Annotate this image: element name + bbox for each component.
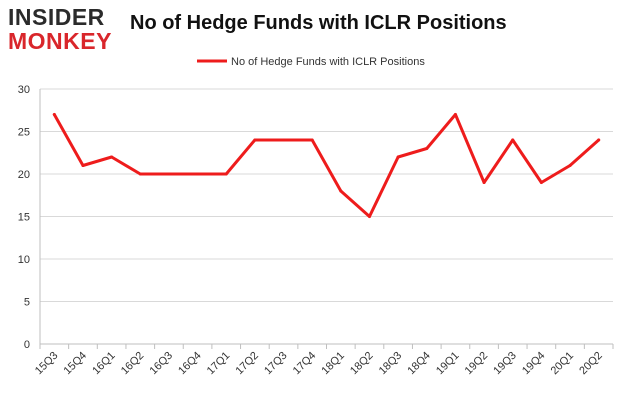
data-point (539, 181, 543, 184)
data-point (196, 172, 200, 176)
y-tick-label: 30 (18, 84, 30, 96)
x-tick-label: 16Q1 (90, 350, 118, 378)
data-point (482, 181, 486, 184)
x-tick-label: 18Q1 (319, 350, 347, 378)
x-tick-label: 17Q3 (262, 350, 290, 378)
y-tick-label: 0 (24, 339, 30, 351)
data-point (224, 172, 228, 176)
x-tick-label: 16Q2 (119, 350, 147, 378)
x-tick-label: 20Q2 (577, 350, 605, 378)
y-tick-label: 10 (18, 254, 30, 266)
data-point (138, 172, 142, 176)
x-tick-label: 17Q4 (291, 350, 319, 378)
chart-title: No of Hedge Funds with ICLR Positions (130, 12, 507, 34)
y-tick-label: 5 (24, 297, 30, 309)
legend: No of Hedge Funds with ICLR Positions (197, 56, 425, 68)
x-tick-label: 19Q4 (520, 350, 548, 378)
y-tick-label: 20 (18, 169, 30, 181)
x-tick-label: 18Q2 (348, 350, 376, 378)
logo-text-monkey: MONKEY (8, 28, 112, 54)
y-axis-ticks: 0 5 10 15 20 25 30 (18, 84, 30, 351)
data-point (167, 172, 171, 176)
data-point (597, 138, 601, 142)
x-axis-ticks: 15Q3 15Q4 16Q1 16Q2 16Q3 16Q4 17Q1 17Q2 17Q3 17Q4… (33, 344, 614, 378)
x-tick-label: 19Q2 (463, 350, 491, 378)
series-line (52, 113, 601, 218)
data-point (52, 113, 56, 116)
x-tick-label: 15Q3 (33, 350, 61, 378)
data-point (511, 138, 515, 142)
data-point (453, 113, 457, 116)
series-layer (52, 113, 601, 218)
data-point (81, 164, 85, 167)
x-tick-label: 18Q4 (405, 350, 433, 378)
x-tick-label: 18Q3 (377, 350, 405, 378)
x-tick-label: 17Q1 (205, 350, 233, 378)
data-point (367, 215, 371, 218)
y-tick-label: 15 (18, 212, 30, 224)
x-tick-label: 16Q3 (148, 350, 176, 378)
x-tick-label: 19Q1 (434, 350, 462, 378)
data-point (282, 138, 286, 142)
data-point (110, 155, 114, 159)
y-tick-label: 25 (18, 127, 30, 139)
data-point (253, 138, 257, 142)
x-tick-label: 15Q4 (62, 350, 90, 378)
legend-label: No of Hedge Funds with ICLR Positions (231, 56, 425, 68)
logo-text-insider: INSIDER (8, 4, 105, 30)
data-point (396, 155, 400, 159)
insider-monkey-logo: INSIDER MONKEY (8, 4, 116, 54)
x-tick-label: 19Q3 (491, 350, 519, 378)
x-tick-label: 17Q2 (233, 350, 261, 378)
data-point (339, 189, 343, 193)
data-point (568, 164, 572, 167)
data-point (425, 147, 429, 150)
x-tick-label: 16Q4 (176, 350, 204, 378)
gridlines (40, 88, 613, 302)
x-tick-label: 20Q1 (549, 350, 577, 378)
data-point (310, 138, 314, 142)
